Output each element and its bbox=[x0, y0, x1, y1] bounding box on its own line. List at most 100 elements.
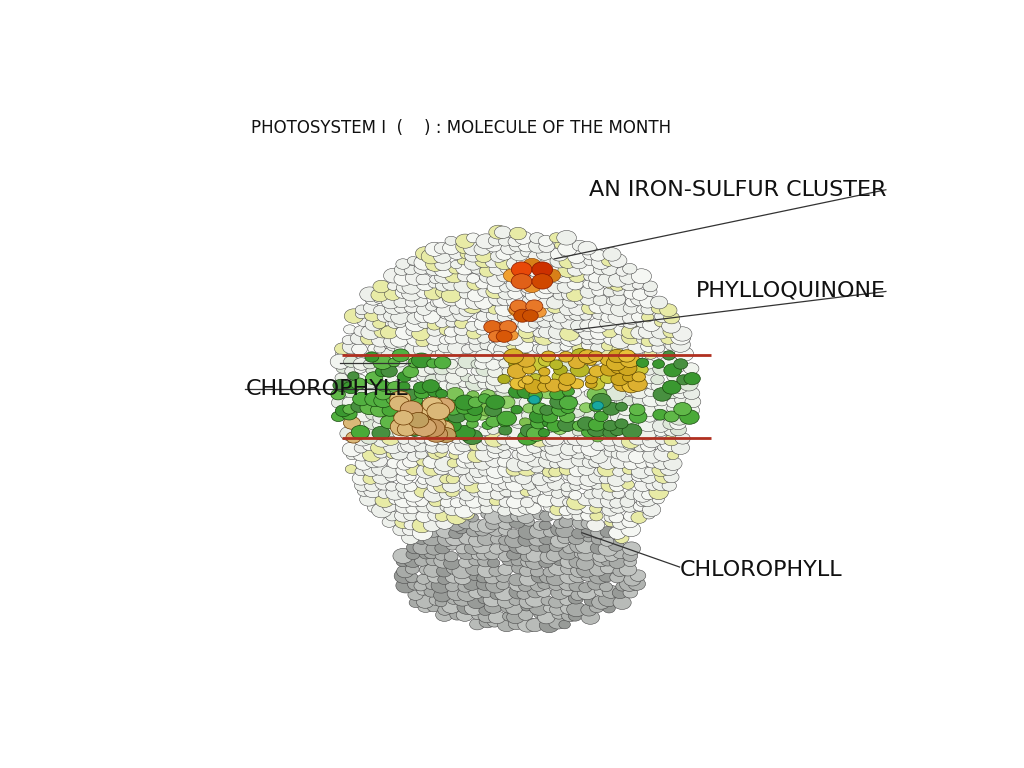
Circle shape bbox=[415, 415, 432, 429]
Circle shape bbox=[407, 313, 423, 324]
Circle shape bbox=[445, 425, 462, 437]
Circle shape bbox=[465, 458, 478, 468]
Circle shape bbox=[456, 368, 468, 376]
Circle shape bbox=[342, 442, 361, 457]
Circle shape bbox=[468, 375, 479, 383]
Circle shape bbox=[521, 557, 536, 568]
Circle shape bbox=[670, 424, 686, 435]
Circle shape bbox=[660, 333, 676, 344]
Circle shape bbox=[397, 406, 413, 416]
Circle shape bbox=[557, 281, 573, 293]
Circle shape bbox=[437, 575, 451, 584]
Circle shape bbox=[537, 343, 554, 356]
Circle shape bbox=[534, 521, 546, 530]
Circle shape bbox=[631, 511, 647, 524]
Circle shape bbox=[346, 432, 361, 443]
Circle shape bbox=[495, 301, 515, 316]
Circle shape bbox=[509, 396, 525, 409]
Circle shape bbox=[600, 372, 615, 383]
Circle shape bbox=[435, 423, 451, 435]
Circle shape bbox=[417, 587, 428, 595]
Circle shape bbox=[550, 459, 561, 468]
Circle shape bbox=[424, 364, 437, 374]
Circle shape bbox=[603, 287, 616, 296]
Circle shape bbox=[500, 486, 514, 497]
Circle shape bbox=[425, 442, 440, 453]
Circle shape bbox=[582, 456, 598, 468]
Circle shape bbox=[623, 588, 638, 598]
Circle shape bbox=[631, 326, 648, 339]
Circle shape bbox=[607, 473, 626, 487]
Circle shape bbox=[365, 352, 379, 362]
Circle shape bbox=[412, 353, 431, 368]
Circle shape bbox=[386, 393, 401, 405]
Circle shape bbox=[543, 472, 557, 483]
Circle shape bbox=[606, 296, 617, 305]
Circle shape bbox=[479, 466, 493, 476]
Circle shape bbox=[474, 317, 492, 330]
Circle shape bbox=[467, 391, 479, 400]
Circle shape bbox=[558, 532, 572, 544]
Circle shape bbox=[622, 501, 638, 512]
Circle shape bbox=[426, 303, 437, 311]
Circle shape bbox=[364, 359, 377, 369]
Circle shape bbox=[428, 386, 442, 397]
Circle shape bbox=[586, 375, 597, 384]
Circle shape bbox=[468, 397, 482, 408]
Circle shape bbox=[639, 493, 656, 507]
Circle shape bbox=[582, 339, 597, 351]
Circle shape bbox=[518, 534, 535, 546]
Circle shape bbox=[642, 503, 660, 516]
Circle shape bbox=[516, 339, 534, 353]
Circle shape bbox=[620, 563, 637, 576]
Circle shape bbox=[435, 258, 452, 270]
Circle shape bbox=[504, 349, 523, 364]
Circle shape bbox=[435, 511, 450, 521]
Circle shape bbox=[415, 555, 429, 566]
Circle shape bbox=[391, 310, 410, 324]
Circle shape bbox=[461, 410, 473, 419]
Circle shape bbox=[641, 313, 654, 322]
Circle shape bbox=[424, 487, 443, 502]
Text: AN IRON-SULFUR CLUSTER: AN IRON-SULFUR CLUSTER bbox=[589, 180, 886, 200]
Circle shape bbox=[377, 381, 390, 391]
Circle shape bbox=[549, 508, 563, 520]
Circle shape bbox=[406, 394, 423, 406]
Circle shape bbox=[463, 429, 482, 445]
Circle shape bbox=[589, 318, 608, 333]
Circle shape bbox=[443, 558, 460, 570]
Circle shape bbox=[609, 480, 625, 492]
Circle shape bbox=[507, 529, 520, 538]
Circle shape bbox=[601, 478, 620, 492]
Circle shape bbox=[500, 319, 517, 333]
Circle shape bbox=[393, 524, 410, 536]
Circle shape bbox=[674, 359, 688, 369]
Circle shape bbox=[637, 336, 648, 344]
Circle shape bbox=[467, 419, 478, 429]
Circle shape bbox=[510, 300, 526, 313]
Circle shape bbox=[431, 578, 452, 593]
Circle shape bbox=[660, 438, 679, 452]
Circle shape bbox=[496, 402, 513, 415]
Circle shape bbox=[592, 402, 603, 409]
Circle shape bbox=[559, 449, 573, 459]
Circle shape bbox=[498, 286, 516, 300]
Circle shape bbox=[374, 447, 388, 458]
Circle shape bbox=[459, 557, 473, 568]
Circle shape bbox=[468, 595, 485, 609]
Circle shape bbox=[442, 478, 461, 492]
Circle shape bbox=[487, 425, 500, 435]
Circle shape bbox=[591, 343, 605, 353]
Circle shape bbox=[406, 464, 421, 475]
Circle shape bbox=[522, 364, 536, 374]
Circle shape bbox=[603, 420, 617, 431]
Circle shape bbox=[670, 410, 689, 425]
Circle shape bbox=[652, 456, 671, 469]
Circle shape bbox=[490, 250, 507, 263]
Circle shape bbox=[667, 372, 680, 382]
Circle shape bbox=[538, 382, 551, 392]
Circle shape bbox=[497, 271, 512, 282]
Circle shape bbox=[509, 539, 528, 554]
Circle shape bbox=[374, 325, 391, 338]
Circle shape bbox=[608, 273, 628, 287]
